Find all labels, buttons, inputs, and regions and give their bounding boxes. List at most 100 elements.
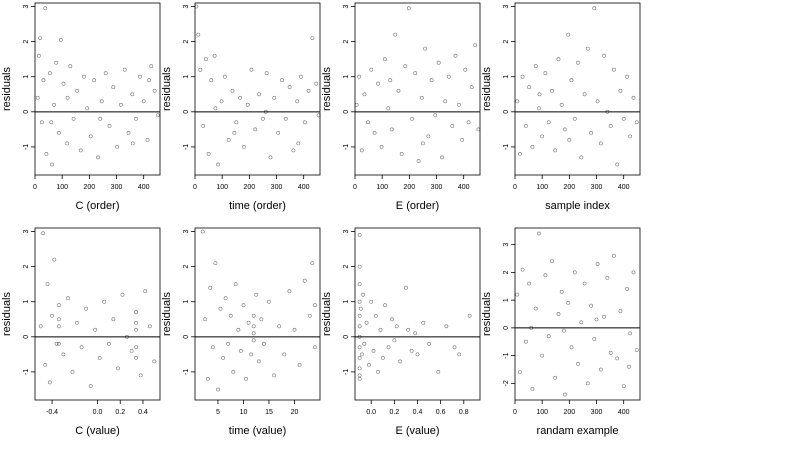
x-tick-label: 400 (458, 184, 470, 191)
data-point (226, 137, 231, 142)
y-tick-label: 2 (23, 265, 30, 269)
data-point (205, 376, 210, 381)
data-point (382, 57, 387, 62)
data-point (263, 109, 268, 114)
data-point (473, 43, 478, 48)
y-tick-label: 3 (503, 243, 510, 247)
data-point (527, 281, 532, 286)
data-point (216, 387, 220, 392)
y-tick-label: 1 (183, 75, 190, 79)
data-point (134, 355, 139, 360)
data-point (615, 162, 620, 167)
data-point (618, 88, 623, 93)
data-point (264, 71, 269, 76)
data-point (530, 386, 535, 391)
x-axis-title: randam example (537, 425, 619, 437)
y-axis-title: residuals (321, 66, 333, 111)
x-tick-label: 200 (404, 184, 416, 191)
x-tick-label: 0.4 (413, 409, 423, 416)
data-point (196, 32, 201, 37)
y-axis-title: residuals (321, 291, 333, 336)
data-point (261, 341, 266, 346)
data-point (39, 120, 44, 125)
data-point (566, 300, 571, 305)
data-point (394, 324, 399, 329)
panel-time-value: 5 10 15 20 -1 0 1 2 3 time (value) residuals (161, 227, 321, 437)
y-tick-label: 1 (503, 298, 510, 302)
data-point (238, 348, 243, 353)
data-point (88, 384, 93, 388)
data-point (559, 102, 564, 107)
data-point (88, 134, 93, 139)
data-point (272, 95, 277, 100)
data-point (359, 148, 364, 153)
data-point (152, 359, 157, 364)
data-point (386, 106, 391, 111)
data-point (357, 264, 362, 269)
data-point (605, 275, 610, 280)
plot-frame (194, 227, 321, 401)
y-tick-label: 0 (343, 335, 350, 339)
data-point (608, 350, 613, 355)
x-tick-label: 200 (564, 184, 576, 191)
y-axis-title: residuals (1, 66, 13, 111)
x-axis-title: E (order) (396, 200, 439, 212)
y-axis-title: residuals (161, 291, 173, 336)
y-tick-label: 3 (343, 4, 350, 8)
y-tick-label: 0 (503, 326, 510, 330)
data-point (155, 113, 160, 118)
x-tick-label: 10 (240, 409, 248, 416)
data-point (546, 334, 551, 339)
data-point (57, 303, 61, 308)
x-tick-label: 15 (265, 409, 273, 416)
data-point (44, 151, 49, 156)
data-point (316, 113, 321, 118)
y-tick-label: -1 (343, 144, 350, 150)
data-point (463, 67, 468, 72)
data-point (295, 99, 300, 104)
data-point (253, 127, 258, 132)
y-tick-label: 1 (23, 75, 30, 79)
data-point (120, 292, 125, 297)
data-point (456, 102, 461, 107)
data-point (130, 141, 135, 146)
data-point (543, 71, 548, 76)
data-point (38, 36, 43, 41)
data-point (389, 127, 394, 132)
data-point (85, 106, 90, 111)
data-point (71, 116, 76, 121)
data-point (232, 130, 237, 135)
data-point (310, 36, 315, 41)
data-point (257, 92, 262, 97)
data-point (45, 282, 50, 287)
y-tick-label: -1 (503, 144, 510, 150)
data-point (446, 74, 451, 79)
data-point (50, 162, 55, 167)
data-point (537, 92, 542, 97)
y-tick-label: -1 (503, 352, 510, 358)
x-axis-title: sample index (545, 200, 610, 212)
y-tick-label: -1 (183, 369, 190, 375)
data-point (559, 289, 564, 294)
y-tick-label: 3 (503, 4, 510, 8)
data-point (567, 137, 572, 142)
data-point (621, 384, 626, 389)
x-axis-title: time (order) (229, 200, 286, 212)
x-axis-title: C (order) (75, 200, 119, 212)
y-tick-label: 1 (183, 300, 190, 304)
data-point (550, 259, 554, 264)
y-tick-label: 2 (343, 265, 350, 269)
data-point (216, 162, 221, 167)
data-point (530, 144, 535, 149)
data-point (231, 369, 236, 374)
x-tick-label: 300 (111, 184, 123, 191)
data-point (372, 130, 377, 135)
x-tick-label: 5 (216, 409, 220, 416)
data-point (602, 314, 607, 319)
data-point (452, 345, 457, 350)
data-point (366, 120, 370, 125)
y-tick-label: 1 (503, 75, 510, 79)
data-point (152, 88, 157, 93)
data-point (96, 155, 100, 160)
data-point (533, 306, 538, 311)
